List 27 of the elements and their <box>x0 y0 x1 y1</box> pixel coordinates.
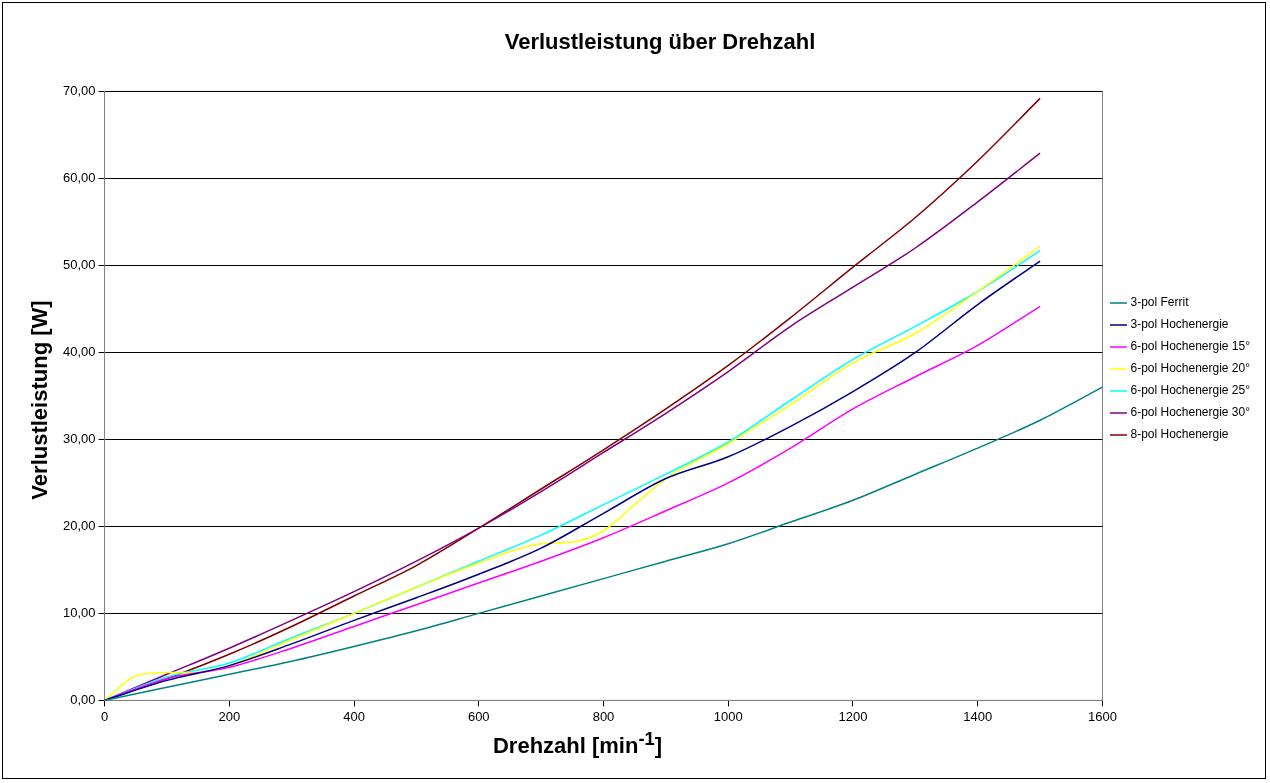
y-tick-label: 30,00 <box>62 430 96 446</box>
x-tick-label: 0 <box>100 708 109 724</box>
y-tick-label: 40,00 <box>62 343 96 359</box>
x-tick-label: 400 <box>343 708 365 724</box>
x-tick-label: 800 <box>592 708 615 724</box>
legend-label: 8-pol Hochenergie <box>1130 427 1229 442</box>
y-tick-label: 10,00 <box>62 604 96 620</box>
legend-label: 3-pol Hochenergie <box>1130 317 1229 332</box>
legend-label: 6-pol Hochenergie 20° <box>1130 361 1251 376</box>
legend-label: 3-pol Ferrit <box>1130 295 1190 310</box>
legend-label: 6-pol Hochenergie 15° <box>1130 339 1251 354</box>
legend-label: 6-pol Hochenergie 30° <box>1130 405 1251 420</box>
x-axis-title: Drehzahl [min$^{-1}$] <box>491 728 664 760</box>
chart-title: Verlustleistung über Drehzahl <box>504 29 816 55</box>
y-tick-label: 60,00 <box>62 169 96 185</box>
x-tick-label: 1200 <box>838 708 868 724</box>
legend-label: 6-pol Hochenergie 25° <box>1130 383 1251 398</box>
y-tick-label: 70,00 <box>62 82 96 98</box>
x-tick-label: 600 <box>467 708 490 724</box>
x-tick-label: 1000 <box>713 708 743 724</box>
y-tick-label: 20,00 <box>62 517 96 533</box>
y-tick-label: 50,00 <box>62 256 96 272</box>
x-tick-label: 1600 <box>1088 708 1117 724</box>
y-tick-label: 0,00 <box>70 691 96 707</box>
x-tick-label: 1400 <box>963 708 993 724</box>
y-axis-title: Verlustleistung [W] <box>27 300 53 500</box>
x-tick-label: 200 <box>218 708 241 724</box>
